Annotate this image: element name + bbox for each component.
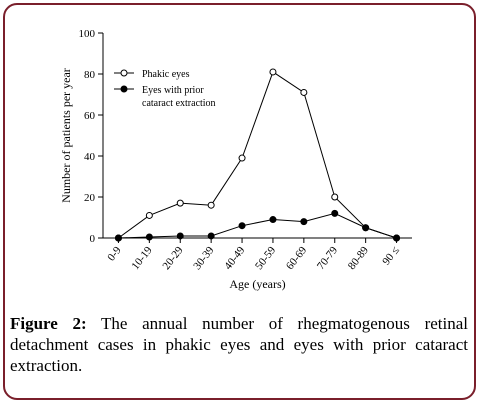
series-line-1: [118, 71, 397, 239]
y-tick-label: 0: [90, 233, 96, 245]
legend-marker: [120, 85, 128, 93]
series-1-point: [331, 193, 339, 201]
x-tick-label: 60-69: [284, 244, 310, 272]
y-tick-label: 20: [84, 192, 96, 204]
x-tick-label: 50-59: [253, 244, 279, 272]
figure-caption: Figure 2: The annual number of rhegmatog…: [10, 313, 468, 376]
legend-marker: [120, 69, 128, 77]
series-1-point: [145, 211, 153, 219]
series-2-point: [269, 216, 277, 224]
series-2-point: [176, 232, 184, 240]
legend-label: Eyes with prior: [142, 85, 204, 96]
figure-caption-text: The annual number of rhegmatogenous reti…: [10, 314, 468, 375]
x-tick-label: 40-49: [222, 244, 248, 272]
series-1-point: [176, 199, 184, 207]
x-axis-title: Age (years): [229, 277, 285, 291]
series-line-2: [118, 212, 397, 239]
line-chart: 0 20 40 60 80 100 0-9 10-19 20-29 30-39 40-49 50-59…: [59, 28, 412, 291]
series-1-point: [300, 88, 308, 96]
x-tick-label: 30-39: [191, 244, 217, 272]
x-tick-label: 70-79: [315, 244, 341, 272]
x-tick-label: 90 ≤: [380, 244, 402, 267]
y-tick-label: 80: [84, 69, 96, 81]
legend-label: Phakic eyes: [142, 69, 190, 80]
figure-frame: [3, 3, 476, 400]
y-tick-label: 60: [84, 110, 96, 122]
series-1-point: [269, 68, 277, 76]
series-2-point: [331, 209, 339, 217]
series-1-point: [207, 201, 215, 209]
y-axis-title: Number of patients per year: [59, 68, 73, 203]
y-tick-label: 100: [79, 28, 96, 40]
series-2-point: [393, 234, 401, 242]
x-tick-label: 10-19: [129, 244, 155, 272]
series-2-point: [238, 222, 246, 230]
series-2-point: [145, 233, 153, 241]
y-tick-label: 40: [84, 151, 96, 163]
series-2-point: [114, 234, 122, 242]
series-2-point: [207, 232, 215, 240]
series-1-point: [238, 154, 246, 162]
legend-label: cataract extraction: [142, 98, 216, 109]
series-2-point: [362, 224, 370, 232]
x-tick-label: 80-89: [346, 244, 372, 272]
figure-label: Figure 2:: [10, 314, 87, 333]
x-tick-label: 20-29: [160, 244, 186, 272]
series-2-point: [300, 218, 308, 226]
x-tick-label: 0-9: [105, 244, 124, 263]
